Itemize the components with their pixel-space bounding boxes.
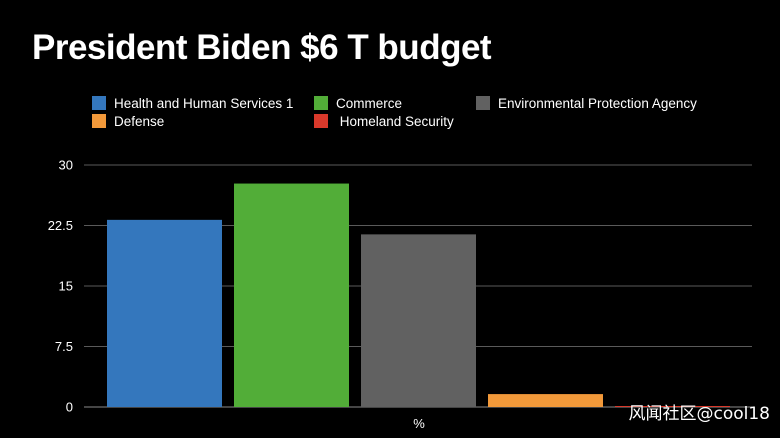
legend-item: Defense: [92, 113, 314, 129]
legend-label: Health and Human Services 1: [114, 95, 294, 111]
bars: [107, 183, 730, 407]
y-tick-label: 7.5: [55, 339, 73, 354]
watermark: 风闻社区@cool18: [628, 404, 770, 424]
legend-swatch: [92, 114, 106, 128]
legend-swatch: [476, 96, 490, 110]
chart-title: President Biden $6 T budget: [32, 28, 492, 67]
y-tick-labels: 0 7.5 15 22.5 30: [48, 158, 73, 415]
y-tick-label: 22.5: [48, 218, 73, 233]
bar-environmental-protection-agency: [361, 234, 476, 407]
legend-item: Health and Human Services 1: [92, 95, 314, 111]
bar-commerce: [234, 183, 349, 407]
legend-item: Commerce: [314, 95, 476, 111]
legend-label: Homeland Security: [336, 113, 454, 129]
legend-swatch: [314, 96, 328, 110]
bar-health-and-human-services-1: [107, 219, 222, 407]
legend-swatch: [314, 114, 328, 128]
legend-label: Commerce: [336, 95, 403, 111]
legend-item: Homeland Security: [314, 113, 476, 129]
y-tick-label: 0: [66, 400, 73, 415]
x-category-label: %: [413, 416, 425, 431]
bar-homeland-security: [615, 406, 730, 407]
bar-defense: [488, 394, 603, 407]
legend-label: Defense: [114, 113, 165, 129]
y-tick-label: 30: [59, 158, 73, 173]
legend-label: Environmental Protection Agency: [498, 95, 697, 111]
y-tick-label: 15: [59, 279, 73, 294]
legend-swatch: [92, 96, 106, 110]
legend: Health and Human Services 1 Commerce Envir…: [92, 95, 752, 129]
legend-item: Environmental Protection Agency: [476, 95, 752, 111]
